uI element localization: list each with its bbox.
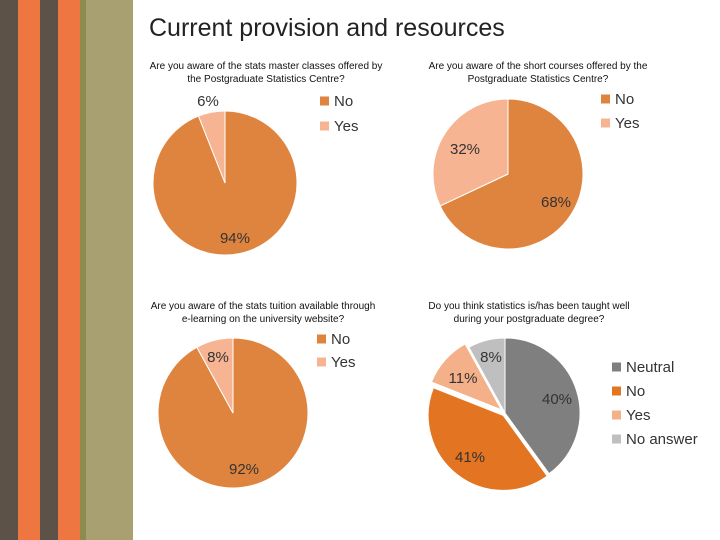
chart-4-slice-no-answer <box>468 337 506 414</box>
chart-4-legend-item: No <box>626 383 645 400</box>
stripe <box>0 0 18 540</box>
chart-3-label-no: 92% <box>229 461 259 478</box>
chart-2-slice-no <box>439 98 584 250</box>
chart-2-legend-item: No <box>615 91 634 108</box>
stripe <box>18 0 40 540</box>
chart-2-label-no: 68% <box>541 194 571 211</box>
chart-2-label-yes: 32% <box>450 141 480 158</box>
chart-1-legend-swatch <box>320 121 329 131</box>
chart-4-legend-item: Neutral <box>626 359 674 376</box>
chart-4-legend-swatch <box>612 386 621 396</box>
chart-4-label-neutral: 40% <box>542 391 572 408</box>
chart-3-legend-item: No <box>331 331 350 348</box>
chart-4-label-no: 41% <box>455 449 485 466</box>
chart-4-slice-yes <box>430 343 503 411</box>
chart-2-legend-swatch <box>601 118 610 128</box>
chart-1-legend-item: Yes <box>334 118 358 135</box>
chart-1-legend-swatch <box>320 96 329 106</box>
stripe <box>80 0 86 540</box>
chart-4-slice-no <box>427 387 548 491</box>
chart-3-slice-yes <box>196 337 234 414</box>
chart-4-label-no-answer: 8% <box>480 349 502 366</box>
chart-3-question: Are you aware of the stats tuition avail… <box>150 301 376 325</box>
chart-1-question: Are you aware of the stats master classe… <box>149 61 383 85</box>
chart-4-legend-item: Yes <box>626 407 650 424</box>
chart-1-label-no: 94% <box>220 230 250 247</box>
chart-3-legend-swatch <box>317 357 326 367</box>
chart-1-label-yes: 6% <box>197 93 219 110</box>
chart-4-legend-item: No answer <box>626 431 698 448</box>
chart-2-slice-yes <box>432 98 509 207</box>
chart-1-legend-item: No <box>334 93 353 110</box>
slide-title: Current provision and resources <box>149 14 505 42</box>
chart-3-label-yes: 8% <box>207 349 229 366</box>
chart-4-legend-swatch <box>612 434 621 444</box>
chart-4-legend-swatch <box>612 362 621 372</box>
chart-4-question: Do you think statistics is/has been taug… <box>428 301 630 325</box>
chart-4-slice-neutral <box>504 337 581 475</box>
chart-2-question: Are you aware of the short courses offer… <box>428 61 648 85</box>
chart-3-legend-swatch <box>317 334 326 344</box>
stripe <box>40 0 58 540</box>
stripe <box>86 0 133 540</box>
decorative-stripes <box>0 0 133 540</box>
chart-4-label-yes: 11% <box>449 370 478 387</box>
chart-3-legend-item: Yes <box>331 354 355 371</box>
chart-2-legend-item: Yes <box>615 115 639 132</box>
chart-1-slice-yes <box>197 110 226 184</box>
chart-2-legend-swatch <box>601 94 610 104</box>
stripe <box>58 0 80 540</box>
chart-4-legend-swatch <box>612 410 621 420</box>
